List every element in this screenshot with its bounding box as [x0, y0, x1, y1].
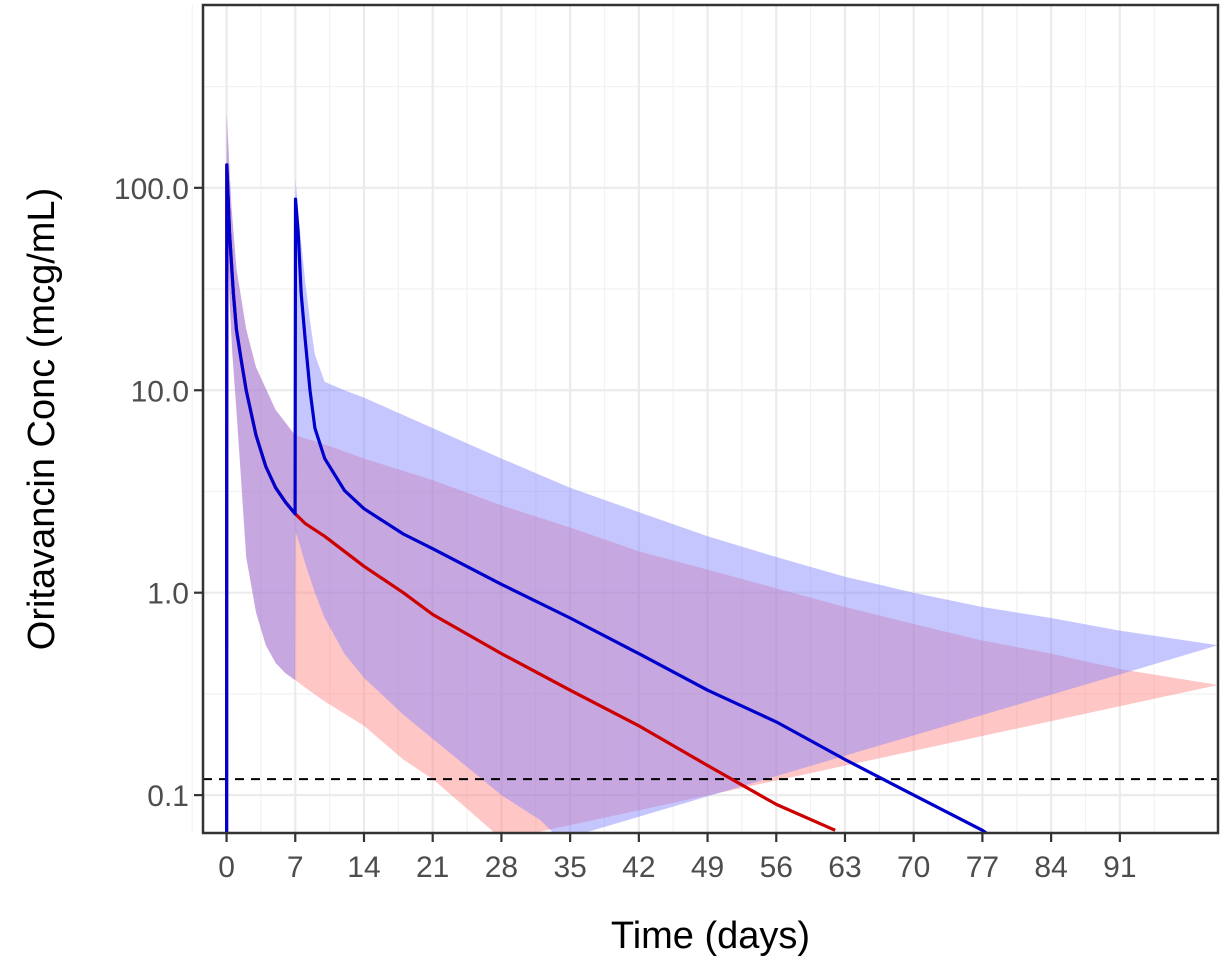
x-tick-label: 35 [553, 851, 586, 884]
x-tick-label: 0 [218, 851, 235, 884]
panel-rect [203, 5, 1218, 833]
y-tick-labels: 0.1 1.0 10.0 100.0 [114, 173, 189, 813]
x-tick-label: 49 [691, 851, 724, 884]
x-tick-label: 84 [1034, 851, 1067, 884]
minor-grid [191, 5, 1218, 833]
axis-ticks [194, 186, 1121, 842]
x-tick-label: 28 [485, 851, 518, 884]
x-tick-label: 70 [897, 851, 930, 884]
x-tick-label: 91 [1103, 851, 1136, 884]
y-axis-title: Oritavancin Conc (mcg/mL) [21, 188, 63, 650]
y-tick-label: 0.1 [147, 780, 189, 813]
prediction-band-1 [226, 112, 1218, 833]
x-axis-title: Time (days) [611, 915, 810, 957]
x-tick-label: 7 [287, 851, 304, 884]
x-tick-label: 56 [760, 851, 793, 884]
x-tick-labels: 0 7 14 21 28 35 42 49 56 63 70 77 84 91 [218, 851, 1136, 884]
x-tick-label: 63 [828, 851, 861, 884]
y-tick-label: 100.0 [114, 173, 189, 206]
y-tick-label: 1.0 [147, 578, 189, 611]
x-tick-label: 77 [966, 851, 999, 884]
x-tick-label: 21 [416, 851, 449, 884]
x-tick-label: 42 [622, 851, 655, 884]
y-tick-label: 10.0 [131, 375, 189, 408]
plot-panel-background [203, 5, 1218, 833]
prediction-band-2 [226, 112, 1218, 833]
prediction-bands [226, 112, 1218, 833]
x-tick-label: 14 [347, 851, 380, 884]
panel-border [201, 3, 1220, 835]
median-lines [225, 163, 990, 833]
median-line-2 [225, 163, 990, 833]
plot-frame [201, 3, 1220, 835]
